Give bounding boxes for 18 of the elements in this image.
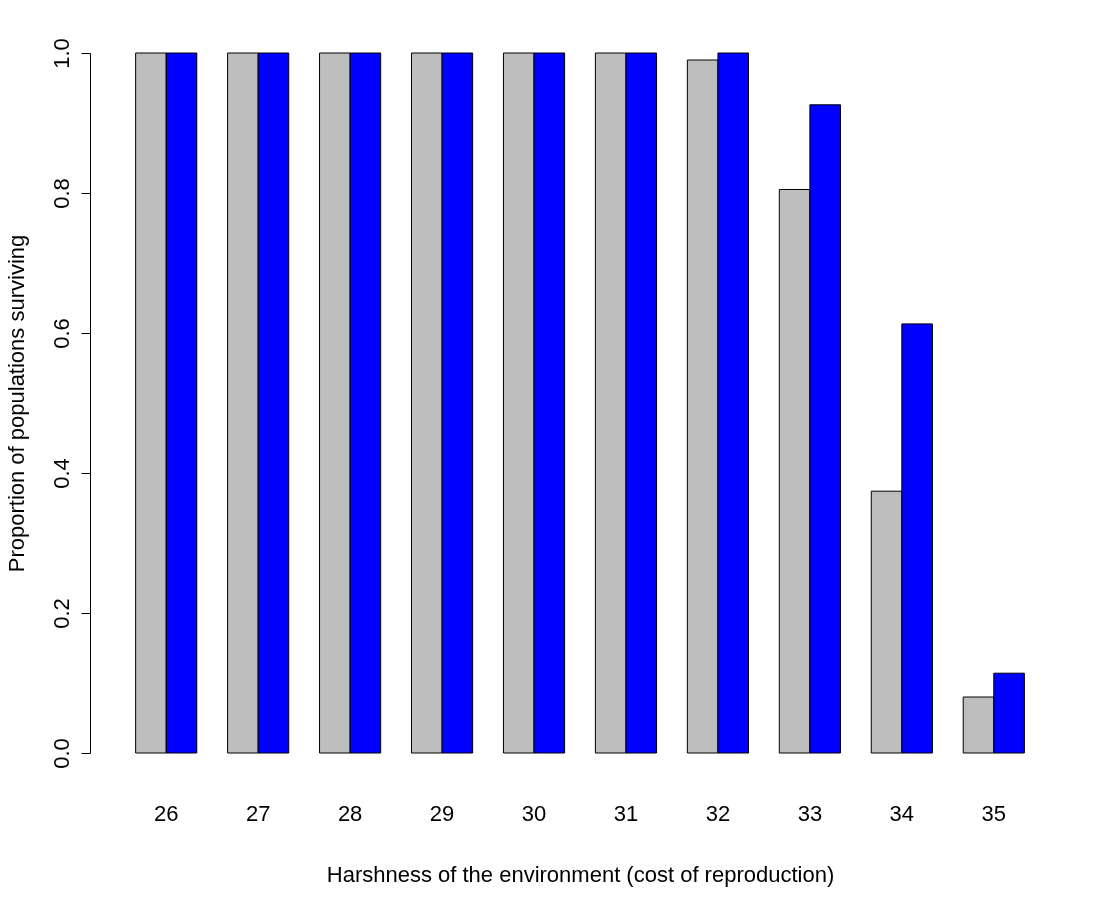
x-tick-label: 29 — [429, 800, 455, 826]
y-tick-label: 0.8 — [48, 178, 74, 209]
x-tick-label: 35 — [981, 800, 1007, 826]
x-tick-label: 34 — [889, 800, 915, 826]
x-tick-label: 33 — [797, 800, 823, 826]
x-tick-label: 32 — [705, 800, 731, 826]
y-tick-label: 0.0 — [48, 738, 74, 769]
y-axis-title: Proportion of populations surviving — [3, 234, 29, 573]
x-tick-label: 28 — [337, 800, 363, 826]
x-axis-title: Harshness of the environment (cost of reproduction) — [326, 861, 835, 887]
x-tick-label: 26 — [153, 800, 179, 826]
y-tick-label: 0.6 — [48, 318, 74, 349]
y-tick-label: 0.2 — [48, 598, 74, 629]
x-tick-label: 30 — [521, 800, 547, 826]
x-tick-label: 27 — [245, 800, 271, 826]
x-tick-label: 31 — [613, 800, 639, 826]
y-tick-label: 0.4 — [48, 458, 74, 489]
y-tick-label: 1.0 — [48, 38, 74, 69]
